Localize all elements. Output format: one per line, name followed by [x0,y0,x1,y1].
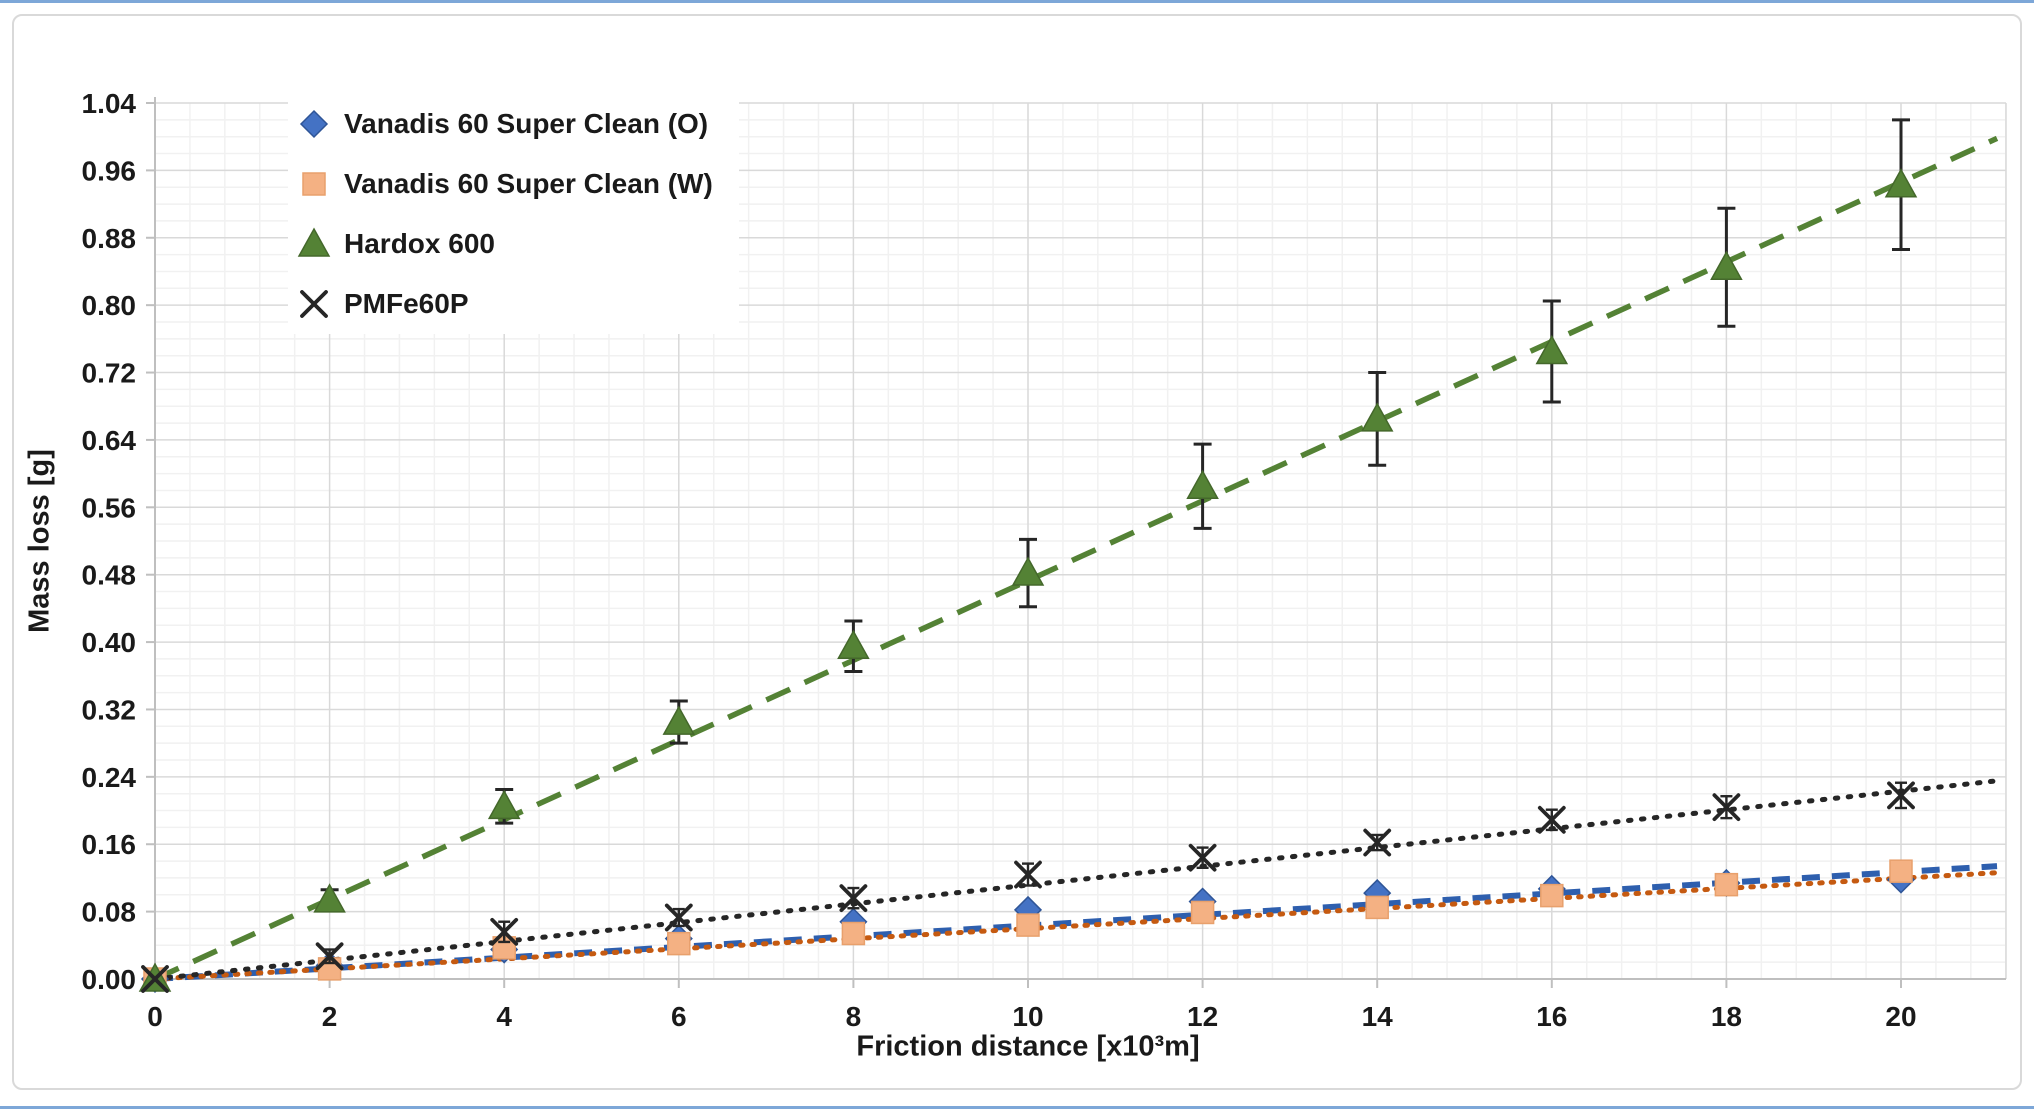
triangle-marker [837,629,870,660]
legend-item-vanadis-w: Vanadis 60 Super Clean (W) [296,166,713,202]
x-marker [1537,805,1566,834]
x-tick-label: 8 [846,1001,862,1032]
y-tick-label: 0.40 [82,627,137,658]
x-tick-label: 14 [1362,1001,1394,1032]
x-marker [141,965,169,993]
y-tick-label: 0.00 [82,964,137,995]
triangle-marker [1186,469,1219,499]
series-pmfe60p [141,781,1915,993]
triangle-marker-icon [297,227,331,257]
x-marker-icon [300,290,328,318]
triangle-marker [1710,250,1743,280]
square-marker [1365,895,1389,920]
triangle-marker [313,883,346,913]
x-tick-label: 12 [1187,1001,1218,1032]
x-tick-label: 20 [1885,1001,1916,1032]
y-tick-label: 0.96 [82,155,137,186]
square-marker [1190,900,1215,925]
square-marker [841,921,866,946]
square-marker [1016,913,1040,937]
legend-item-pmfe60p: PMFe60P [296,286,713,322]
x-marker [1712,793,1741,822]
tick-marks [146,102,1902,988]
triangle-marker [1011,556,1045,586]
triangle-marker [1535,334,1569,365]
legend-label: Vanadis 60 Super Clean (O) [344,108,709,139]
x-marker [1363,828,1392,857]
x-tick-label: 10 [1012,1001,1043,1032]
legend-item-vanadis-o: Vanadis 60 Super Clean (O) [296,106,713,142]
square-marker [667,931,691,956]
document-border-bottom [0,1106,2034,1109]
x-marker [1188,843,1217,872]
triangle-marker [487,789,521,820]
y-tick-label: 0.56 [82,492,137,523]
y-tick-label: 0.08 [82,897,137,928]
diamond-marker [299,109,329,139]
x-marker [315,942,344,971]
axes [154,97,2006,980]
triangle-marker [297,227,331,257]
y-tick-label: 0.24 [82,762,137,793]
triangle-marker [1360,402,1394,432]
y-tick-label: 0.64 [82,425,137,456]
series-vanadis-60-super-clean-w [143,859,1913,991]
legend: Vanadis 60 Super Clean (O) Vanadis 60 Su… [288,96,739,334]
trendlines [152,135,2000,982]
x-tick-label: 18 [1711,1001,1742,1032]
x-tick-label: 16 [1536,1001,1567,1032]
legend-label: PMFe60P [344,288,469,319]
y-tick-label: 0.32 [82,694,137,725]
x-marker [664,903,693,932]
x-marker [300,290,328,318]
legend-item-hardox: Hardox 600 [296,226,713,262]
document-border-top [0,0,2034,3]
square-marker [1540,883,1564,908]
x-marker [839,884,868,913]
x-tick-labels: 0 2 4 6 8 10 12 14 16 18 20 [147,1001,1916,1032]
error-bars-pmfe60p [323,781,1907,965]
legend-label: Vanadis 60 Super Clean (W) [344,168,713,199]
x-tick-label: 6 [671,1001,687,1032]
y-tick-label: 1.04 [82,88,137,119]
square-marker [302,172,326,196]
y-tick-label: 0.72 [82,358,137,389]
y-axis-title: Mass loss [g] [23,449,56,633]
diamond-marker-icon [299,109,329,139]
x-axis-title: Friction distance [x10³m] [856,1030,1200,1063]
triangle-marker [1884,168,1918,198]
y-tick-label: 0.16 [82,829,137,860]
x-marker [1014,860,1042,889]
x-marker [1887,781,1915,810]
y-tick-label: 0.80 [82,290,137,321]
legend-label: Hardox 600 [344,228,495,259]
y-tick-labels: 0.00 0.08 0.16 0.24 0.32 0.40 0.48 0.56 0.64 0.72… [82,88,137,995]
square-marker [1714,872,1739,897]
x-tick-label: 0 [147,1001,163,1032]
x-tick-label: 4 [496,1001,512,1032]
square-marker [1889,859,1913,883]
x-marker [490,917,519,946]
gridlines-major [155,102,2007,979]
triangle-marker [662,705,696,735]
square-marker-icon [302,172,326,196]
y-tick-label: 0.48 [82,560,137,591]
y-tick-label: 0.88 [82,223,137,254]
x-tick-label: 2 [322,1001,338,1032]
